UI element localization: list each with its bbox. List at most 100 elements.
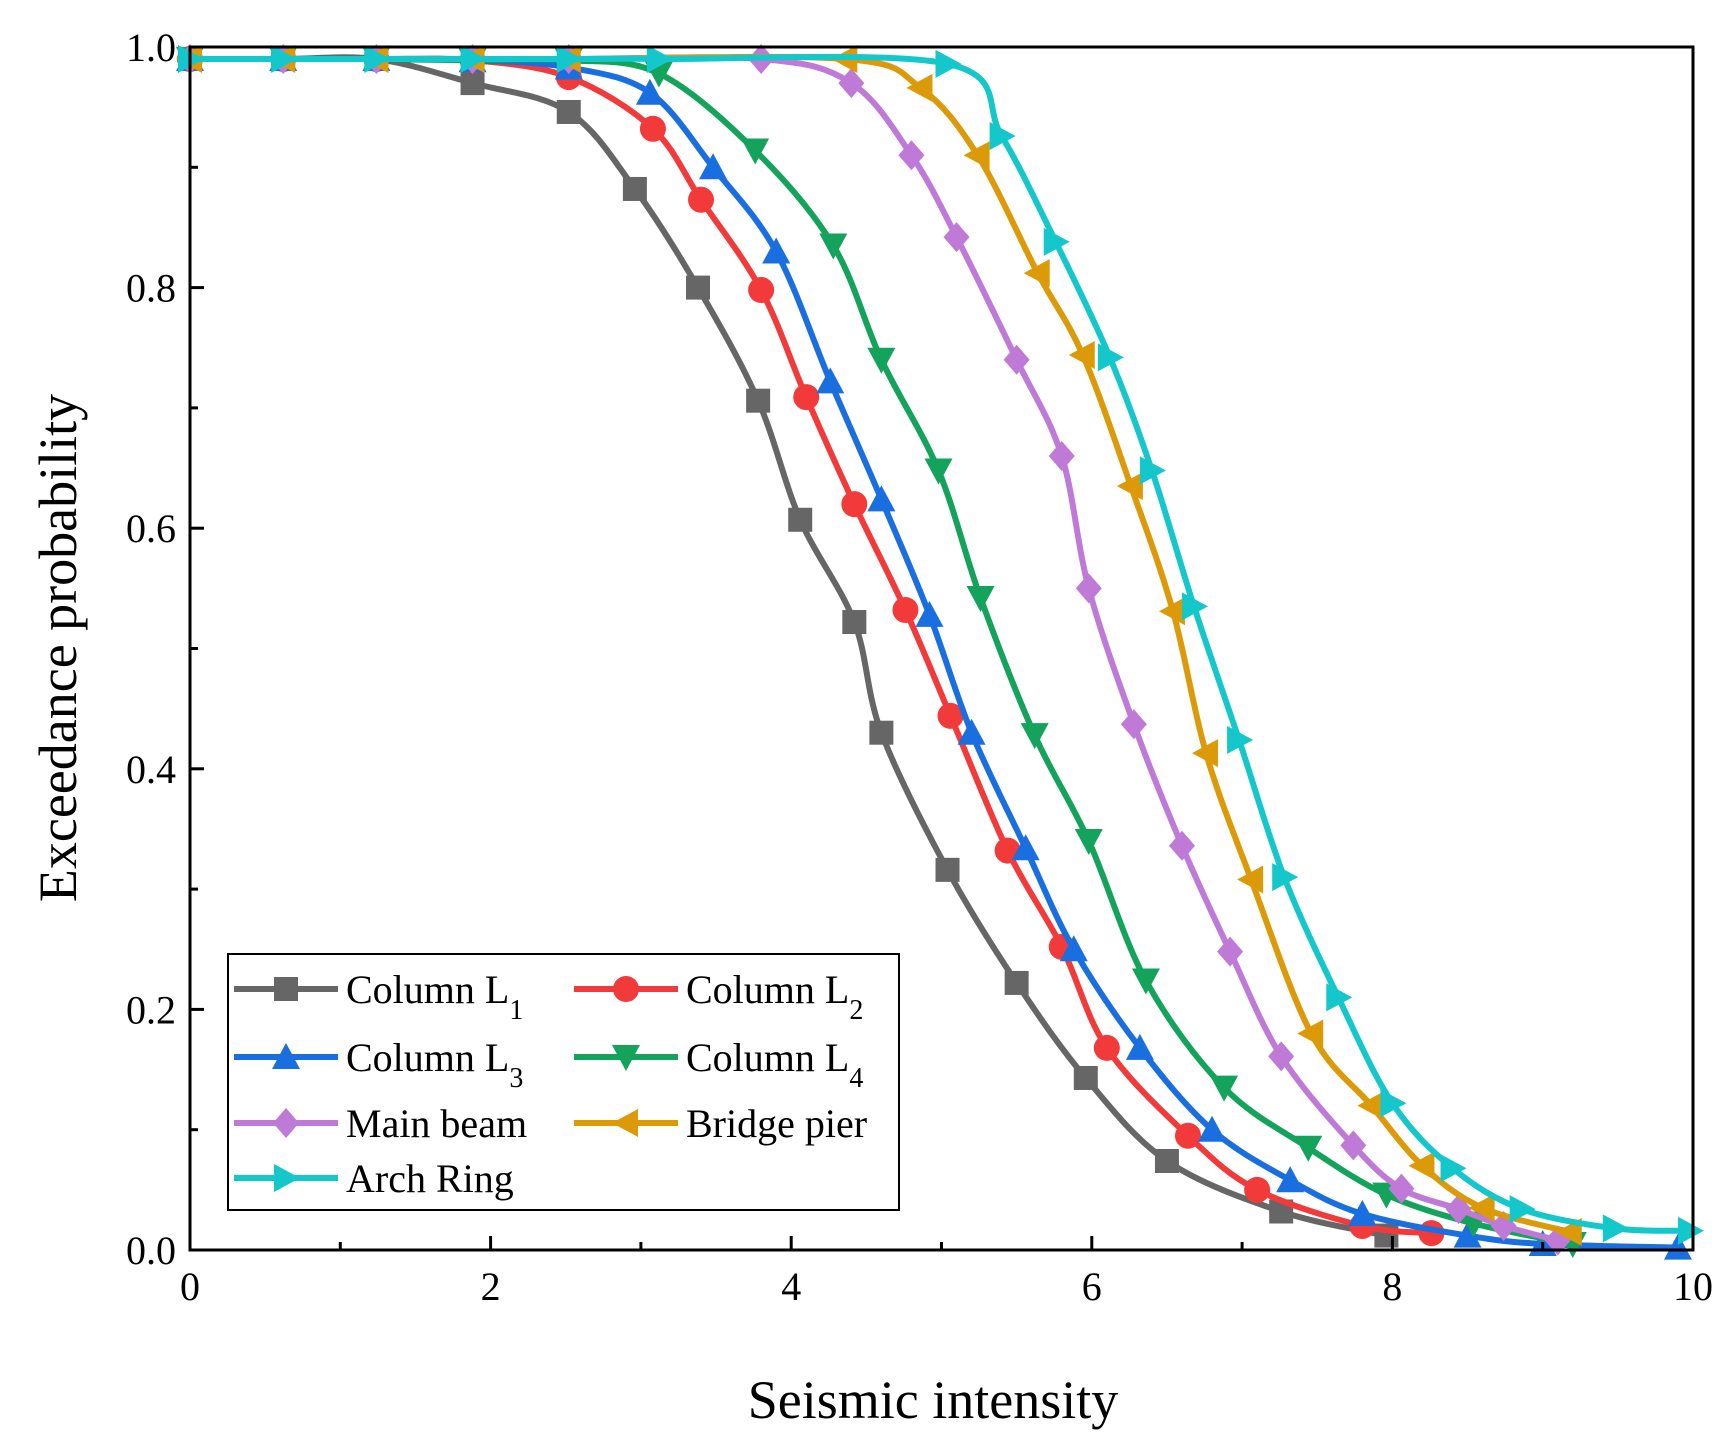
legend-label: Arch Ring [346, 1156, 514, 1201]
data-point [556, 99, 581, 124]
legend-swatch-marker [612, 1109, 638, 1137]
data-point [1131, 968, 1160, 995]
data-point [364, 45, 391, 74]
data-point [646, 45, 673, 74]
data-point [460, 45, 487, 74]
data-point [892, 597, 919, 624]
series-layer [176, 44, 1704, 1260]
legend-swatch-marker [613, 976, 639, 1002]
data-point [1075, 573, 1102, 604]
data-point [1093, 1034, 1120, 1061]
data-point [699, 153, 728, 180]
data-point [1059, 935, 1088, 962]
legend-swatch-marker [274, 1164, 300, 1192]
data-point [1158, 597, 1185, 626]
legend-item: Column L1 [234, 967, 523, 1026]
data-point [898, 140, 925, 171]
legend-swatch-marker [272, 1043, 300, 1069]
legend-label: Column L3 [346, 1035, 523, 1094]
data-point [935, 857, 960, 882]
data-point [1244, 1176, 1271, 1203]
data-point [1043, 227, 1070, 256]
legend: Column L1 Column L2 Column L3 Column L4 Main… [227, 953, 900, 1211]
data-point [762, 237, 791, 264]
legend-label: Column L2 [686, 967, 863, 1026]
data-point [869, 720, 894, 745]
axes-layer: 0 2 4 6 8 10 0.0 0.2 0.4 0.6 0.8 1.0 [126, 25, 1713, 1309]
data-point [1297, 1019, 1324, 1048]
y-axis-title: Exceedance probability [28, 394, 88, 902]
data-point [1217, 936, 1244, 967]
data-point [741, 138, 770, 165]
series-7 [178, 45, 1704, 1245]
data-point [1468, 1193, 1495, 1222]
data-point [915, 600, 944, 627]
y-tick-label: 0.6 [126, 506, 176, 551]
legend-label: Bridge pier [686, 1101, 867, 1146]
data-point [271, 45, 298, 74]
data-point [989, 122, 1016, 151]
legend-label: Column L4 [686, 1035, 863, 1094]
data-point [1408, 1151, 1435, 1180]
data-point [1276, 1166, 1305, 1193]
legend-swatch-marker [612, 1045, 640, 1071]
data-point [1348, 1199, 1377, 1226]
x-tick-label: 10 [1673, 1264, 1713, 1309]
legend-item: Column L4 [574, 1035, 863, 1094]
data-point [746, 388, 771, 413]
data-point [963, 141, 990, 170]
data-point [906, 73, 933, 102]
data-point [635, 78, 664, 105]
data-point [1210, 1075, 1239, 1102]
data-point [1357, 1091, 1384, 1120]
legend-label: Column L1 [346, 967, 523, 1026]
data-point [793, 384, 820, 411]
legend-item: Bridge pier [574, 1101, 867, 1146]
data-point [556, 45, 583, 74]
data-point [1198, 1115, 1227, 1142]
x-tick-label: 0 [180, 1264, 200, 1309]
data-point [1074, 828, 1103, 855]
data-point [867, 485, 896, 512]
data-point [1120, 709, 1147, 740]
data-point [639, 115, 666, 142]
data-point [1004, 970, 1029, 995]
data-point [688, 186, 715, 213]
data-point [867, 347, 896, 374]
data-point [1663, 1233, 1692, 1260]
y-tick-label: 0.2 [126, 987, 176, 1032]
data-point [1139, 456, 1166, 485]
data-point [1388, 1173, 1415, 1204]
data-point [1268, 1041, 1295, 1072]
data-point [1168, 830, 1195, 861]
data-point [943, 222, 970, 253]
data-point [937, 702, 964, 729]
data-point [1174, 1122, 1201, 1149]
data-point [1326, 983, 1353, 1012]
data-point [1340, 1130, 1367, 1161]
data-point [460, 71, 485, 96]
data-point [841, 491, 868, 518]
data-point [748, 277, 775, 304]
data-point [622, 176, 647, 201]
x-tick-label: 2 [481, 1264, 501, 1309]
data-point [966, 585, 995, 612]
data-point [1097, 343, 1124, 372]
data-point [1677, 1216, 1704, 1245]
data-point [1073, 1065, 1098, 1090]
x-axis-title: Seismic intensity [748, 1370, 1119, 1430]
data-point [819, 233, 848, 260]
data-point [1003, 344, 1030, 375]
plot-area: 0 2 4 6 8 10 0.0 0.2 0.4 0.6 0.8 1.0 [126, 25, 1713, 1309]
data-point [1192, 739, 1219, 768]
data-point [935, 49, 962, 78]
data-point [816, 367, 845, 394]
y-tick-label: 0.4 [126, 747, 176, 792]
data-point [1023, 259, 1050, 288]
series-line-7 [190, 53, 1691, 1234]
legend-item: Main beam [234, 1101, 527, 1146]
data-point [788, 507, 813, 532]
data-point [1068, 340, 1095, 369]
data-point [1380, 1089, 1407, 1118]
